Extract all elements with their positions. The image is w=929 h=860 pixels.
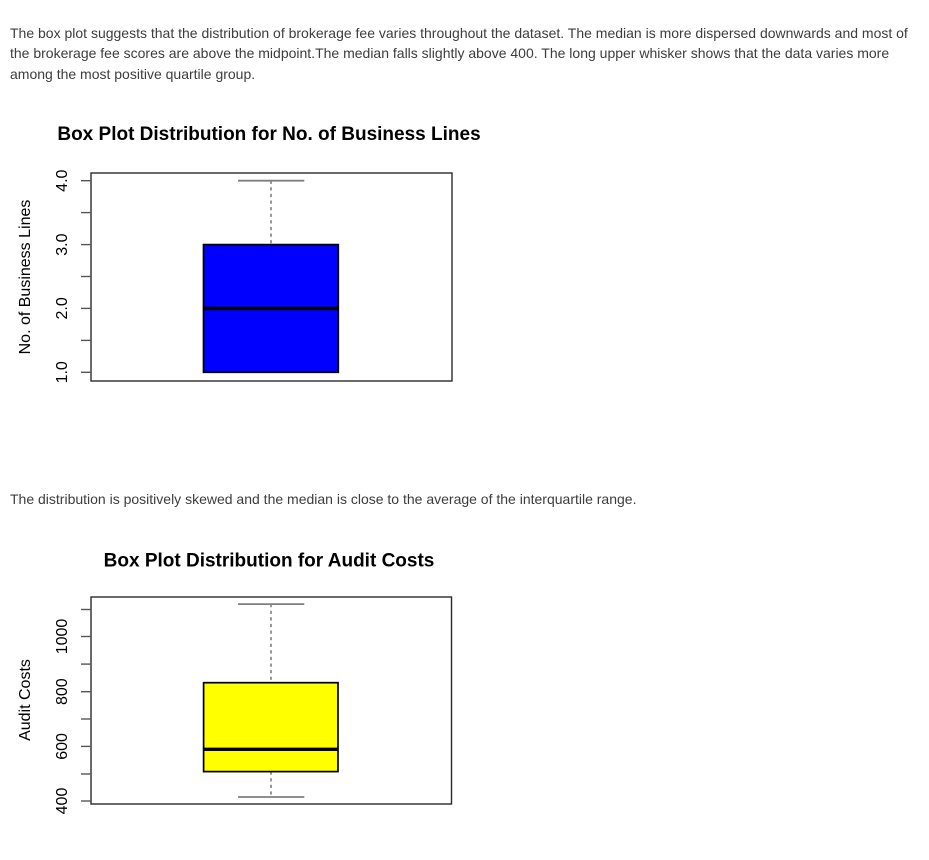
svg-text:1.0: 1.0 xyxy=(54,361,71,383)
svg-text:Audit Costs: Audit Costs xyxy=(17,659,34,741)
svg-text:600: 600 xyxy=(54,733,71,760)
svg-text:2.0: 2.0 xyxy=(54,297,71,319)
svg-text:1000: 1000 xyxy=(54,619,71,655)
svg-text:400: 400 xyxy=(54,788,71,815)
svg-text:800: 800 xyxy=(54,678,71,705)
svg-text:Box Plot Distribution for No.: Box Plot Distribution for No. of Busines… xyxy=(57,124,480,145)
svg-text:4.0: 4.0 xyxy=(54,169,71,191)
svg-text:3.0: 3.0 xyxy=(54,233,71,255)
svg-text:Box Plot Distribution for Audi: Box Plot Distribution for Audit Costs xyxy=(104,551,435,572)
svg-text:No. of Business Lines: No. of Business Lines xyxy=(17,200,34,355)
